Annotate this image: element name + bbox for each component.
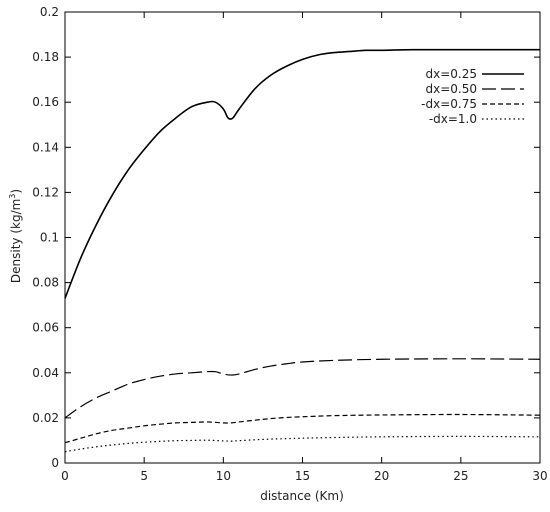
y-tick-label: 0.2 (40, 5, 59, 19)
legend-label: dx=0.25 (426, 67, 478, 81)
y-tick-label: 0.04 (32, 366, 59, 380)
x-tick-label: 30 (532, 469, 547, 483)
y-axis-label-main: Density (kg/m (9, 199, 23, 283)
x-tick-label: 0 (61, 469, 69, 483)
x-tick-label: 15 (295, 469, 310, 483)
legend-label: -dx=0.75 (421, 97, 477, 111)
x-tick-label: 25 (453, 469, 468, 483)
y-axis-label-superscript: 3 (8, 194, 17, 199)
legend-label: -dx=1.0 (429, 112, 477, 126)
y-tick-label: 0.18 (32, 50, 59, 64)
y-tick-label: 0.08 (32, 276, 59, 290)
y-tick-label: 0.12 (32, 185, 59, 199)
y-tick-label: 0 (51, 456, 59, 470)
axes: 0 5 10 15 20 25 30 0 0.02 0.04 0.06 0.08 0.1 0.12 0.14… (32, 5, 547, 483)
y-tick-label: 0.02 (32, 411, 59, 425)
y-tick-label: 0.16 (32, 95, 59, 109)
y-axis-label-close: ) (9, 189, 23, 194)
x-axis-label: distance (Km) (260, 489, 344, 503)
y-tick-label: 0.1 (40, 231, 59, 245)
x-tick-label: 5 (140, 469, 148, 483)
y-tick-label: 0.06 (32, 321, 59, 335)
y-tick-label: 0.14 (32, 140, 59, 154)
series-group (64, 48, 541, 453)
series-line (64, 358, 541, 419)
series-line (64, 435, 541, 453)
x-tick-label: 20 (374, 469, 389, 483)
x-tick-label: 10 (216, 469, 231, 483)
series-line (64, 413, 541, 444)
legend-label: dx=0.50 (426, 82, 478, 96)
series-line (64, 48, 540, 299)
y-axis-label: Density (kg/m3) (8, 189, 23, 283)
